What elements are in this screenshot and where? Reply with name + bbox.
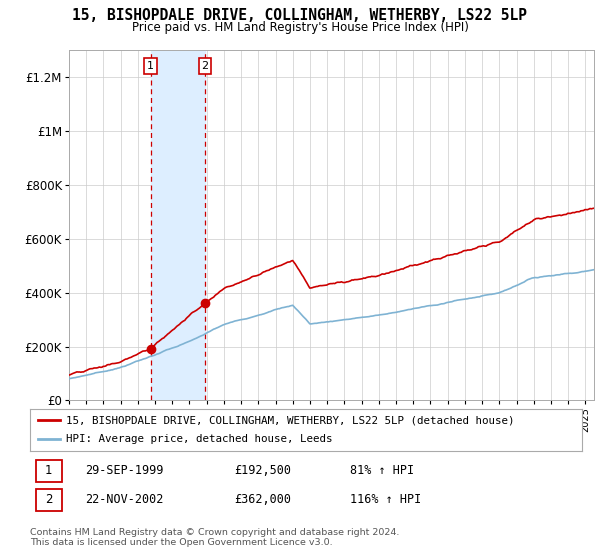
Text: 2: 2 xyxy=(202,61,209,71)
Text: 1: 1 xyxy=(147,61,154,71)
Text: 81% ↑ HPI: 81% ↑ HPI xyxy=(350,464,414,477)
Text: 29-SEP-1999: 29-SEP-1999 xyxy=(85,464,164,477)
Text: 2: 2 xyxy=(45,493,53,506)
FancyBboxPatch shape xyxy=(35,489,62,511)
Text: £192,500: £192,500 xyxy=(234,464,291,477)
Text: Contains HM Land Registry data © Crown copyright and database right 2024.
This d: Contains HM Land Registry data © Crown c… xyxy=(30,528,400,547)
Text: 15, BISHOPDALE DRIVE, COLLINGHAM, WETHERBY, LS22 5LP (detached house): 15, BISHOPDALE DRIVE, COLLINGHAM, WETHER… xyxy=(66,415,514,425)
Text: 22-NOV-2002: 22-NOV-2002 xyxy=(85,493,164,506)
FancyBboxPatch shape xyxy=(35,460,62,482)
Text: 15, BISHOPDALE DRIVE, COLLINGHAM, WETHERBY, LS22 5LP: 15, BISHOPDALE DRIVE, COLLINGHAM, WETHER… xyxy=(73,8,527,24)
Text: 1: 1 xyxy=(45,464,53,477)
Text: HPI: Average price, detached house, Leeds: HPI: Average price, detached house, Leed… xyxy=(66,435,332,445)
Text: Price paid vs. HM Land Registry's House Price Index (HPI): Price paid vs. HM Land Registry's House … xyxy=(131,21,469,34)
Text: £362,000: £362,000 xyxy=(234,493,291,506)
Bar xyxy=(151,50,205,400)
Text: 116% ↑ HPI: 116% ↑ HPI xyxy=(350,493,421,506)
